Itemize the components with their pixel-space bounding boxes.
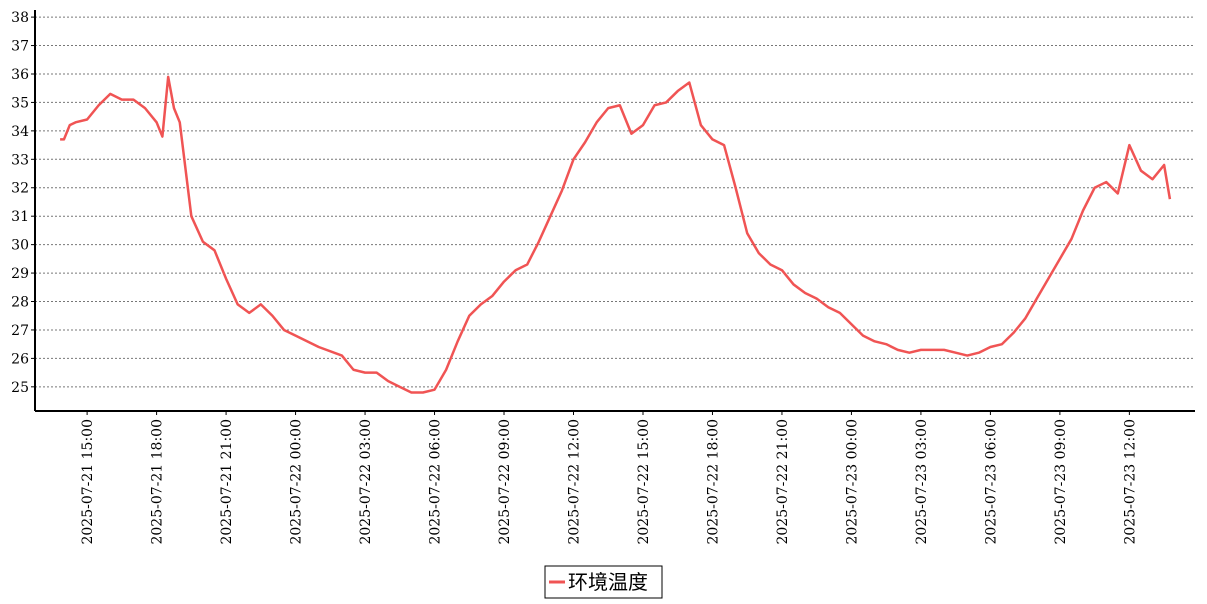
x-tick-label: 2025-07-22 12:00 xyxy=(567,419,583,545)
legend: 环境温度 xyxy=(544,565,663,599)
x-tick-label: 2025-07-22 00:00 xyxy=(289,419,305,545)
x-tick-label: 2025-07-22 06:00 xyxy=(428,419,444,545)
y-tick-label: 26 xyxy=(11,351,29,367)
x-tick-label: 2025-07-22 03:00 xyxy=(358,419,374,545)
y-tick-label: 35 xyxy=(11,95,29,111)
x-tick-label: 2025-07-22 21:00 xyxy=(775,419,791,545)
y-tick-label: 37 xyxy=(11,39,29,55)
x-tick-label: 2025-07-23 12:00 xyxy=(1122,419,1138,545)
x-tick-label: 2025-07-21 15:00 xyxy=(80,419,96,545)
x-tick-label: 2025-07-23 06:00 xyxy=(983,419,999,545)
data-line xyxy=(60,75,1172,394)
y-tick-label: 30 xyxy=(11,238,29,254)
x-tick-label: 2025-07-22 18:00 xyxy=(705,419,721,545)
x-tick-label: 2025-07-22 09:00 xyxy=(497,419,513,545)
x-tick-label: 2025-07-21 18:00 xyxy=(150,419,166,545)
y-tick-label: 38 xyxy=(11,10,29,26)
y-tick-label: 25 xyxy=(11,380,29,396)
y-tick-label: 31 xyxy=(11,209,29,225)
y-tick-label: 27 xyxy=(11,323,29,339)
y-tick-label: 34 xyxy=(11,124,29,140)
x-tick-label: 2025-07-23 03:00 xyxy=(914,419,930,545)
x-tick-label: 2025-07-23 09:00 xyxy=(1053,419,1069,545)
x-tick-label: 2025-07-22 15:00 xyxy=(636,419,652,545)
y-tick-label: 28 xyxy=(11,295,29,311)
y-tick-label: 29 xyxy=(11,266,29,282)
x-tick-label: 2025-07-23 00:00 xyxy=(844,419,860,545)
x-tick-label: 2025-07-21 21:00 xyxy=(219,419,235,545)
legend-label: 环境温度 xyxy=(568,570,648,594)
y-tick-label: 36 xyxy=(11,67,29,83)
y-tick-label: 32 xyxy=(11,181,29,197)
y-tick-label: 33 xyxy=(11,152,29,168)
